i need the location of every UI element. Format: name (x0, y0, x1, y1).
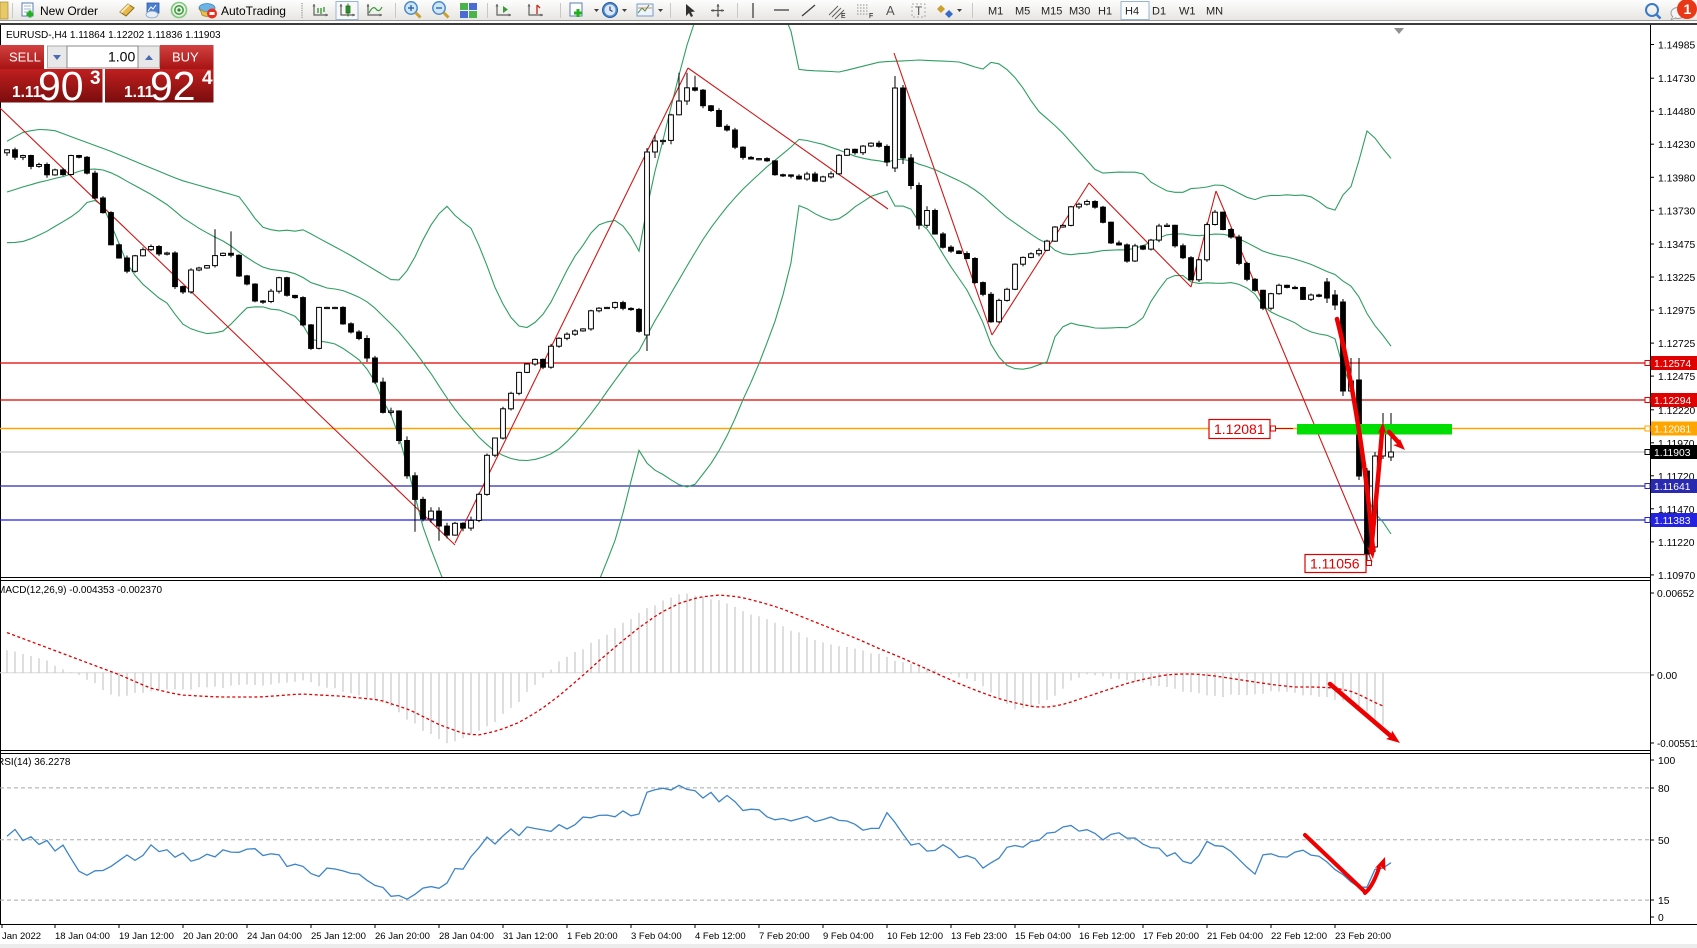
svg-text:19 Jan 12:00: 19 Jan 12:00 (119, 931, 174, 942)
svg-text:1.12081: 1.12081 (1214, 421, 1265, 437)
svg-text:RSI(14) 36.2278: RSI(14) 36.2278 (0, 757, 71, 768)
svg-text:New Order: New Order (40, 4, 98, 18)
svg-text:1.13225: 1.13225 (1658, 273, 1695, 284)
svg-text:1.11903: 1.11903 (1654, 448, 1691, 459)
svg-text:A: A (886, 3, 895, 18)
svg-text:28 Jan 04:00: 28 Jan 04:00 (439, 931, 494, 942)
svg-text:90: 90 (38, 63, 84, 109)
svg-text:13 Feb 23:00: 13 Feb 23:00 (951, 931, 1007, 942)
svg-text:1.00: 1.00 (108, 49, 135, 65)
svg-text:Jan 2022: Jan 2022 (2, 931, 41, 942)
svg-text:MACD(12,26,9) -0.004353 -0.002: MACD(12,26,9) -0.004353 -0.002370 (0, 585, 163, 596)
svg-text:15: 15 (1658, 896, 1670, 907)
svg-text:20 Jan 20:00: 20 Jan 20:00 (183, 931, 238, 942)
svg-text:0.00652: 0.00652 (1657, 589, 1694, 600)
svg-text:H4: H4 (1125, 6, 1139, 18)
svg-text:17 Feb 20:00: 17 Feb 20:00 (1143, 931, 1199, 942)
svg-text:0.00: 0.00 (1657, 671, 1677, 682)
svg-text:3: 3 (90, 68, 101, 89)
svg-text:80: 80 (1658, 784, 1670, 795)
svg-text:1.11720: 1.11720 (1658, 472, 1695, 483)
svg-text:1.13730: 1.13730 (1658, 206, 1695, 217)
svg-text:1: 1 (1684, 1, 1692, 17)
svg-text:1.14230: 1.14230 (1658, 140, 1695, 151)
svg-text:1.11470: 1.11470 (1658, 505, 1695, 516)
svg-text:1.14985: 1.14985 (1658, 41, 1695, 52)
svg-text:M1: M1 (988, 6, 1003, 18)
svg-text:AutoTrading: AutoTrading (221, 4, 286, 18)
svg-text:18 Jan 04:00: 18 Jan 04:00 (55, 931, 110, 942)
svg-text:SELL: SELL (9, 50, 41, 65)
svg-text:1.11641: 1.11641 (1654, 482, 1691, 493)
svg-text:1.12475: 1.12475 (1658, 372, 1695, 383)
svg-text:1.12975: 1.12975 (1658, 306, 1695, 317)
svg-text:1.11970: 1.11970 (1658, 439, 1695, 450)
svg-text:31 Jan 12:00: 31 Jan 12:00 (503, 931, 558, 942)
svg-text:E: E (841, 13, 846, 20)
svg-text:22 Feb 12:00: 22 Feb 12:00 (1271, 931, 1327, 942)
svg-text:1.14480: 1.14480 (1658, 107, 1695, 118)
svg-text:MN: MN (1206, 6, 1223, 18)
svg-text:1.13980: 1.13980 (1658, 173, 1695, 184)
svg-text:F: F (869, 13, 873, 20)
svg-text:1.13475: 1.13475 (1658, 240, 1695, 251)
svg-text:M5: M5 (1015, 6, 1030, 18)
svg-text:1.12220: 1.12220 (1658, 406, 1695, 417)
svg-text:10 Feb 12:00: 10 Feb 12:00 (887, 931, 943, 942)
svg-text:1 Feb 20:00: 1 Feb 20:00 (567, 931, 618, 942)
svg-text:T: T (915, 4, 923, 18)
svg-text:1.11220: 1.11220 (1658, 538, 1695, 549)
svg-text:EURUSD-,H4 1.11864 1.12202 1.: EURUSD-,H4 1.11864 1.12202 1.11836 1.119… (6, 30, 221, 41)
svg-text:1.12574: 1.12574 (1654, 359, 1691, 370)
svg-text:W1: W1 (1179, 6, 1196, 18)
svg-text:26 Jan 20:00: 26 Jan 20:00 (375, 931, 430, 942)
svg-text:23 Feb 20:00: 23 Feb 20:00 (1335, 931, 1391, 942)
svg-text:15 Feb 04:00: 15 Feb 04:00 (1015, 931, 1071, 942)
svg-text:1.12725: 1.12725 (1658, 339, 1695, 350)
svg-text:1.11: 1.11 (124, 84, 154, 101)
svg-text:4: 4 (202, 68, 213, 89)
svg-text:92: 92 (150, 63, 196, 109)
svg-text:1.14730: 1.14730 (1658, 74, 1695, 85)
svg-text:H1: H1 (1098, 6, 1112, 18)
svg-text:BUY: BUY (172, 50, 199, 65)
svg-text:-0.005511: -0.005511 (1657, 739, 1697, 750)
svg-text:4 Feb 12:00: 4 Feb 12:00 (695, 931, 746, 942)
svg-text:M30: M30 (1069, 6, 1090, 18)
svg-text:100: 100 (1658, 756, 1675, 767)
svg-text:D1: D1 (1152, 6, 1166, 18)
svg-text:0: 0 (1658, 913, 1664, 924)
svg-text:16 Feb 12:00: 16 Feb 12:00 (1079, 931, 1135, 942)
svg-text:1.12081: 1.12081 (1654, 425, 1691, 436)
svg-text:1.12294: 1.12294 (1654, 396, 1691, 407)
svg-text:25 Jan 12:00: 25 Jan 12:00 (311, 931, 366, 942)
svg-text:7 Feb 20:00: 7 Feb 20:00 (759, 931, 810, 942)
svg-text:9 Feb 04:00: 9 Feb 04:00 (823, 931, 874, 942)
svg-text:50: 50 (1658, 836, 1670, 847)
svg-text:24 Jan 04:00: 24 Jan 04:00 (247, 931, 302, 942)
svg-text:1.11: 1.11 (12, 84, 42, 101)
svg-text:1.10970: 1.10970 (1658, 571, 1695, 582)
svg-text:21 Feb 04:00: 21 Feb 04:00 (1207, 931, 1263, 942)
svg-text:3 Feb 04:00: 3 Feb 04:00 (631, 931, 682, 942)
svg-text:1.11383: 1.11383 (1654, 516, 1691, 527)
svg-text:M15: M15 (1041, 6, 1062, 18)
svg-text:1.11056: 1.11056 (1310, 556, 1360, 572)
